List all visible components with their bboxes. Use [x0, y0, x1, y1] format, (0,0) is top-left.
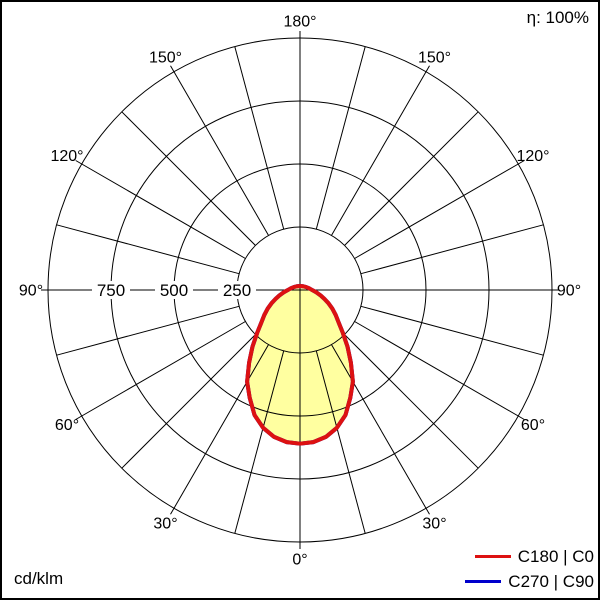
- grid-radial-240: [75, 160, 246, 259]
- grid-radial-120: [354, 160, 525, 259]
- grid-radial-15: [315, 350, 366, 534]
- legend-item-c180-c0: C180 | C0: [474, 546, 594, 567]
- angle-label-30-right: 30°: [422, 516, 446, 533]
- scale-label-250: 250: [223, 281, 251, 300]
- legend-item-c270-c90: C270 | C90: [465, 571, 594, 592]
- scale-label-bg-500: [155, 281, 193, 299]
- grid-radial-135: [344, 111, 479, 246]
- grid-radial-300: [75, 321, 246, 420]
- legend-label-c180-c0: C180 | C0: [517, 547, 594, 566]
- grid-radial-30: [331, 344, 430, 515]
- grid-radial-195: [234, 46, 285, 230]
- angle-label-60-right: 60°: [521, 417, 545, 434]
- efficiency-label: η: 100%: [526, 8, 589, 27]
- grid-radial-330: [170, 344, 269, 515]
- scale-label-bg-250: [218, 281, 256, 299]
- grid-radial-225: [121, 111, 256, 246]
- angle-label-150-right: 150°: [418, 50, 451, 67]
- grid-radial-45: [344, 334, 479, 469]
- legend-line-red-icon: [474, 555, 511, 558]
- grid-radial-255: [56, 224, 240, 275]
- unit-label: cd/klm: [14, 569, 64, 588]
- grid-radial-105: [360, 224, 544, 275]
- angle-label-120-right: 120°: [516, 148, 549, 165]
- legend-label-c270-c90: C270 | C90: [508, 572, 594, 591]
- grid-radial-210: [170, 65, 269, 236]
- intensity-curve-c180-c0: [245, 284, 355, 446]
- scale-label-500: 500: [160, 281, 188, 300]
- angle-label-30-left: 30°: [153, 516, 177, 533]
- angle-label-180-right: 180°: [283, 14, 316, 31]
- grid-radial-75: [360, 305, 544, 356]
- grid-radial-315: [121, 334, 256, 469]
- angle-label-60-left: 60°: [55, 417, 79, 434]
- angle-label-90-right: 90°: [557, 283, 581, 300]
- scale-label-bg-750: [92, 281, 130, 299]
- legend-line-blue-icon: [465, 580, 502, 583]
- grid-radial-60: [354, 321, 525, 420]
- angle-label-90-left: 90°: [19, 283, 43, 300]
- legend: C180 | C0 C270 | C90: [465, 546, 594, 592]
- grid-radial-285: [56, 305, 240, 356]
- angle-label-150-left: 150°: [149, 50, 182, 67]
- angle-label-120-left: 120°: [50, 148, 83, 165]
- grid-radial-150: [331, 65, 430, 236]
- grid-radial-345: [234, 350, 285, 534]
- scale-label-750: 750: [97, 281, 125, 300]
- grid-radial-165: [315, 46, 366, 230]
- angle-label-0-right: 0°: [292, 552, 307, 569]
